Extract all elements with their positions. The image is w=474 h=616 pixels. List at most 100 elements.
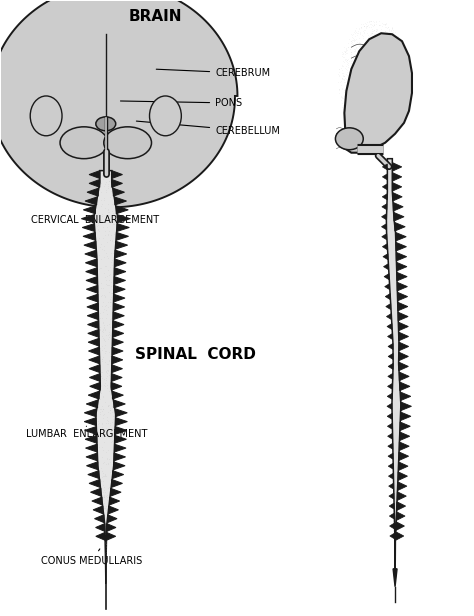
Point	[100, 241, 108, 251]
Point	[383, 52, 391, 62]
Point	[124, 127, 131, 137]
Point	[402, 80, 410, 90]
Point	[101, 272, 109, 282]
Point	[380, 95, 388, 105]
Point	[110, 103, 118, 113]
Point	[113, 124, 121, 134]
Point	[61, 63, 68, 73]
Point	[67, 140, 74, 150]
Point	[84, 80, 92, 90]
Point	[78, 140, 86, 150]
Point	[165, 94, 173, 104]
Point	[344, 84, 352, 94]
Point	[112, 62, 119, 71]
Point	[98, 71, 105, 81]
Point	[392, 52, 400, 62]
Point	[385, 102, 393, 111]
Point	[376, 85, 384, 95]
Point	[387, 60, 395, 70]
Point	[103, 147, 111, 157]
Point	[61, 52, 68, 62]
Point	[132, 59, 139, 69]
Point	[108, 143, 116, 153]
Point	[74, 72, 82, 82]
Point	[369, 31, 377, 41]
Point	[390, 61, 398, 71]
Point	[121, 51, 128, 61]
Point	[136, 70, 144, 79]
Point	[134, 103, 142, 113]
Point	[385, 114, 392, 124]
Point	[362, 106, 370, 116]
Point	[155, 87, 162, 97]
Point	[362, 43, 370, 53]
Point	[69, 115, 76, 125]
Point	[51, 81, 58, 91]
Point	[347, 36, 355, 46]
Point	[63, 121, 71, 131]
Point	[125, 59, 132, 69]
Point	[88, 83, 96, 92]
Point	[120, 135, 128, 145]
Point	[101, 381, 109, 391]
Point	[121, 47, 128, 57]
Point	[153, 118, 161, 128]
Point	[83, 100, 91, 110]
Point	[92, 128, 100, 137]
Point	[87, 70, 95, 80]
Point	[100, 92, 108, 102]
Point	[134, 67, 141, 77]
Point	[62, 93, 69, 103]
Point	[137, 60, 144, 70]
Point	[52, 95, 59, 105]
Point	[384, 67, 392, 76]
Polygon shape	[88, 320, 99, 328]
Point	[152, 83, 160, 92]
Point	[85, 108, 92, 118]
Point	[117, 76, 124, 86]
Polygon shape	[396, 232, 406, 241]
Point	[139, 47, 147, 57]
Point	[75, 136, 83, 145]
Point	[96, 75, 104, 84]
Point	[93, 91, 101, 101]
Point	[360, 107, 368, 117]
Point	[364, 74, 371, 84]
Point	[112, 114, 119, 124]
Point	[353, 114, 360, 124]
Point	[380, 78, 388, 87]
Polygon shape	[383, 174, 387, 180]
Point	[46, 123, 54, 133]
Point	[133, 121, 140, 131]
Point	[130, 100, 137, 110]
Point	[58, 46, 66, 55]
Point	[105, 270, 113, 280]
Point	[100, 106, 108, 116]
Point	[133, 114, 141, 124]
Point	[76, 54, 83, 64]
Point	[404, 69, 411, 79]
Point	[66, 121, 74, 131]
Point	[360, 98, 367, 108]
Point	[372, 19, 380, 29]
Point	[123, 43, 130, 53]
Point	[102, 71, 109, 81]
Point	[96, 144, 104, 154]
Point	[44, 94, 52, 104]
Polygon shape	[345, 33, 412, 153]
Point	[72, 78, 80, 87]
Point	[158, 74, 165, 84]
Point	[111, 103, 119, 113]
Point	[140, 126, 148, 136]
Point	[102, 150, 110, 160]
Point	[100, 476, 107, 486]
Point	[107, 134, 115, 144]
Point	[343, 62, 350, 71]
Point	[149, 88, 156, 98]
Point	[347, 30, 355, 39]
Point	[101, 291, 109, 301]
Point	[151, 87, 158, 97]
Point	[132, 129, 140, 139]
Point	[120, 81, 128, 91]
Point	[114, 75, 121, 85]
